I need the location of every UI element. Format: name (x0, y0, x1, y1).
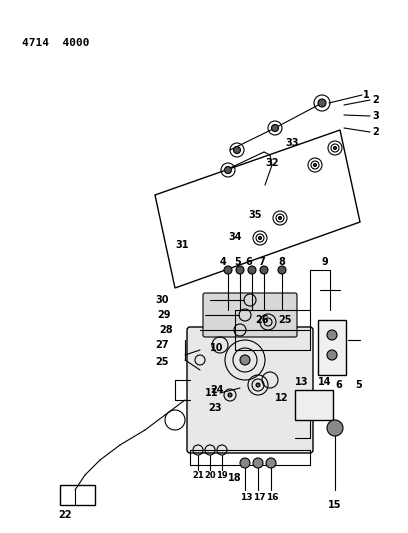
Text: 5: 5 (355, 380, 362, 390)
Text: 13: 13 (295, 377, 308, 387)
Text: 33: 33 (285, 138, 299, 148)
Text: 16: 16 (266, 494, 279, 503)
Circle shape (240, 355, 250, 365)
FancyBboxPatch shape (203, 293, 297, 337)
Text: 20: 20 (204, 471, 215, 480)
FancyBboxPatch shape (187, 327, 313, 453)
Text: 35: 35 (248, 210, 262, 220)
Text: 23: 23 (208, 403, 222, 413)
Text: 29: 29 (157, 310, 171, 320)
Circle shape (253, 458, 263, 468)
Text: 9: 9 (322, 257, 329, 267)
Circle shape (224, 166, 231, 174)
Circle shape (278, 266, 286, 274)
Text: 6: 6 (245, 257, 252, 267)
Circle shape (260, 266, 268, 274)
Circle shape (333, 147, 337, 149)
Text: 11: 11 (205, 388, 219, 398)
Text: 19: 19 (216, 471, 228, 480)
Circle shape (266, 458, 276, 468)
Text: 25: 25 (155, 357, 169, 367)
Circle shape (327, 420, 343, 436)
Text: 3: 3 (372, 111, 379, 121)
Text: 14: 14 (318, 377, 331, 387)
Circle shape (236, 266, 244, 274)
Circle shape (240, 458, 250, 468)
Text: 32: 32 (265, 158, 279, 168)
Circle shape (224, 266, 232, 274)
Text: 22: 22 (58, 510, 71, 520)
Circle shape (248, 266, 256, 274)
Text: 5: 5 (234, 257, 241, 267)
Text: 34: 34 (228, 232, 242, 242)
Text: 30: 30 (155, 295, 169, 305)
Text: 18: 18 (228, 473, 242, 483)
FancyBboxPatch shape (295, 390, 333, 420)
Text: 27: 27 (155, 340, 169, 350)
FancyBboxPatch shape (60, 485, 95, 505)
Text: 4: 4 (220, 257, 227, 267)
Text: 28: 28 (159, 325, 173, 335)
Text: 10: 10 (210, 343, 224, 353)
Circle shape (259, 237, 262, 239)
Text: 26: 26 (255, 315, 268, 325)
Circle shape (271, 125, 279, 132)
Circle shape (327, 350, 337, 360)
Text: 7: 7 (258, 257, 265, 267)
Circle shape (327, 330, 337, 340)
Text: 6: 6 (335, 380, 342, 390)
Text: 21: 21 (192, 471, 204, 480)
Circle shape (233, 147, 240, 154)
Text: 13: 13 (240, 494, 253, 503)
FancyBboxPatch shape (318, 320, 346, 375)
Circle shape (318, 99, 326, 107)
Circle shape (279, 216, 282, 220)
Text: 2: 2 (372, 95, 379, 105)
Circle shape (256, 383, 260, 387)
Circle shape (313, 164, 317, 166)
Text: 1: 1 (363, 90, 370, 100)
Text: 31: 31 (175, 240, 188, 250)
Text: 17: 17 (253, 494, 266, 503)
Text: 15: 15 (328, 500, 341, 510)
Text: 4714  4000: 4714 4000 (22, 38, 89, 48)
Text: 25: 25 (278, 315, 291, 325)
Circle shape (228, 393, 232, 397)
Text: 8: 8 (278, 257, 285, 267)
Text: 2: 2 (372, 127, 379, 137)
Text: 24: 24 (210, 385, 224, 395)
Text: 12: 12 (275, 393, 288, 403)
